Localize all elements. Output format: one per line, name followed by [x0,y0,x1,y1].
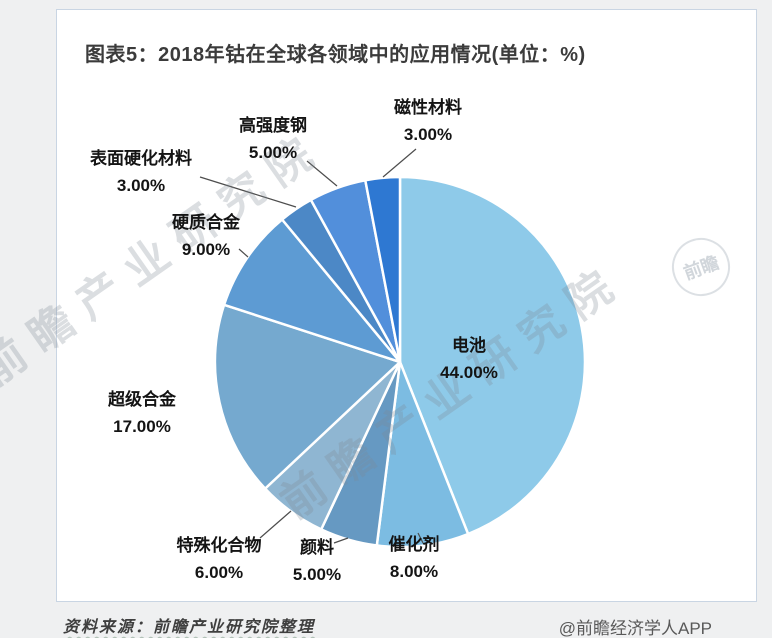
credit-note: @前瞻经济学人APP [558,619,712,638]
slice-percentage: 3.00% [403,125,453,144]
leader-line-7 [306,160,338,187]
slice-percentage: 5.00% [248,143,298,162]
slice-percentage: 3.00% [116,176,166,195]
slice-name: 特殊化合物 [176,536,262,555]
leader-line-2 [333,537,349,544]
slice-name: 电池 [451,336,486,355]
leader-line-8 [382,148,417,178]
leader-line-3 [259,510,292,539]
leader-line-5 [238,248,249,258]
slice-label-pigment: 颜料 5.00% [293,534,341,588]
pie-slice-1 [375,360,470,549]
pie-slice-5 [222,218,402,364]
leader-line-6 [199,176,297,208]
slice-name: 表面硬化材料 [90,149,192,168]
pie-slices [213,175,587,549]
slice-label-catalyst: 催化剂 8.00% [389,531,440,585]
pie-slice-0 [398,175,587,536]
slice-name: 高强度钢 [239,116,307,135]
slice-name: 硬质合金 [172,213,240,232]
slice-percentage: 6.00% [194,563,244,582]
slice-name: 催化剂 [388,535,440,554]
slice-label-special-compounds: 特殊化合物 6.00% [177,532,262,586]
slice-label-cemented-carbide: 硬质合金 9.00% [172,209,240,263]
slice-name: 颜料 [299,538,334,557]
slice-name: 磁性材料 [394,98,462,117]
slice-percentage: 17.00% [113,417,171,436]
slice-percentage: 8.00% [389,562,439,581]
slice-name: 超级合金 [108,390,176,409]
slice-label-superalloy: 超级合金 17.00% [108,386,176,440]
chart-title: 图表5：2018年钴在全球各领域中的应用情况(单位：%) [85,44,586,66]
slice-label-battery: 电池 44.00% [440,332,498,386]
slice-percentage: 5.00% [292,565,342,584]
source-note: 资料来源：前瞻产业研究院整理 [63,619,316,636]
slice-label-surface-hardening: 表面硬化材料 3.00% [90,145,192,199]
leader-lines [199,148,424,544]
slice-label-high-strength-steel: 高强度钢 5.00% [239,112,307,166]
pie-slice-8 [364,175,402,364]
pie-slice-4 [213,303,402,490]
slice-percentage: 44.00% [440,363,498,382]
leader-line-1 [417,532,424,544]
slice-label-magnetic-materials: 磁性材料 3.00% [394,94,462,148]
slice-percentage: 9.00% [181,240,231,259]
